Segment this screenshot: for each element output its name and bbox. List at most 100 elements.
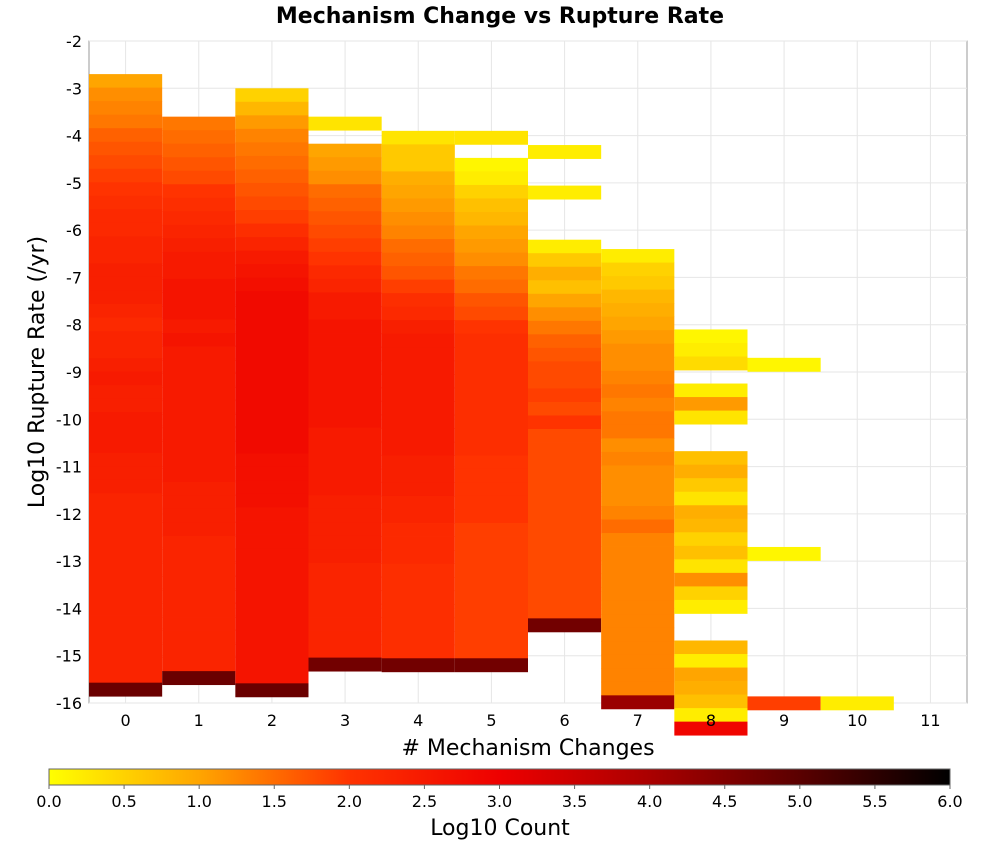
heatmap-cell — [528, 577, 602, 592]
heatmap-cell — [162, 508, 236, 523]
heatmap-cell — [381, 536, 455, 551]
heatmap-cell — [89, 506, 163, 521]
heatmap-cell — [89, 182, 163, 197]
heatmap-cell — [674, 356, 748, 371]
heatmap-cell — [454, 184, 528, 199]
heatmap-cell — [528, 469, 602, 484]
heatmap-cell — [89, 466, 163, 481]
heatmap-cell — [308, 224, 382, 239]
heatmap-cell — [381, 333, 455, 348]
heatmap-cell — [601, 249, 675, 263]
heatmap-cell — [89, 304, 163, 318]
heatmap-cell — [89, 560, 163, 575]
heatmap-cell — [747, 357, 821, 372]
heatmap-cell — [162, 224, 236, 239]
heatmap-cell — [674, 694, 748, 709]
colorbar-tick-label: 6.0 — [937, 792, 962, 811]
heatmap-cell — [674, 559, 748, 574]
heatmap-cell — [235, 439, 309, 454]
heatmap-cell — [528, 145, 602, 159]
heatmap-cell — [89, 128, 163, 143]
heatmap-cell — [162, 630, 236, 645]
heatmap-cell — [454, 239, 528, 253]
heatmap-cell — [674, 532, 748, 547]
heatmap-cell — [454, 428, 528, 443]
heatmap-cell — [162, 238, 236, 253]
heatmap-cell — [89, 344, 163, 359]
heatmap-cell — [162, 184, 236, 199]
heatmap-cell — [381, 320, 455, 335]
heatmap-cell — [454, 279, 528, 294]
heatmap-cell — [162, 468, 236, 483]
heatmap-cell — [308, 265, 382, 280]
heatmap-cell — [89, 655, 163, 670]
heatmap-cell — [674, 721, 748, 736]
heatmap-cell — [162, 360, 236, 375]
heatmap-cell — [381, 387, 455, 402]
heatmap-cell — [235, 277, 309, 292]
heatmap-cell — [89, 222, 163, 237]
x-tick-label: 10 — [847, 711, 867, 730]
heatmap-cell — [308, 373, 382, 388]
heatmap-cell — [601, 289, 675, 304]
heatmap-cell — [89, 331, 163, 345]
heatmap-cell — [235, 304, 309, 319]
heatmap-cell — [162, 671, 236, 686]
heatmap-cell — [381, 631, 455, 646]
heatmap-cell — [89, 425, 163, 440]
heatmap-cell — [674, 451, 748, 466]
heatmap-cell — [162, 400, 236, 415]
heatmap-cell — [162, 454, 236, 469]
heatmap-cell — [308, 116, 382, 131]
heatmap-cell — [162, 549, 236, 564]
heatmap-cell — [235, 169, 309, 184]
x-tick-labels: 0 1 2 3 4 5 6 7 8 9 10 11 — [120, 711, 940, 730]
heatmap-cell — [235, 412, 309, 427]
heatmap-cell — [162, 319, 236, 334]
heatmap-cell — [601, 506, 675, 520]
heatmap-cell — [454, 401, 528, 416]
heatmap-cell — [235, 399, 309, 414]
heatmap-cell — [528, 483, 602, 498]
heatmap-cell — [528, 374, 602, 389]
heatmap-cell — [162, 116, 236, 131]
heatmap-cell — [454, 198, 528, 213]
heatmap-cell — [235, 575, 309, 590]
heatmap-cell — [381, 428, 455, 443]
heatmap-cell — [308, 576, 382, 591]
heatmap-cell — [454, 482, 528, 497]
heatmap-cell — [454, 130, 528, 145]
heatmap-cell — [235, 182, 309, 197]
heatmap-cell — [601, 560, 675, 575]
heatmap-cell — [454, 171, 528, 186]
x-tick-label: 7 — [633, 711, 643, 730]
heatmap-cell — [235, 629, 309, 644]
heatmap-cell — [454, 306, 528, 321]
heatmap-cell — [454, 495, 528, 510]
heatmap-cell — [674, 681, 748, 695]
heatmap-cell — [381, 414, 455, 429]
colorbar-tick-label: 2.5 — [412, 792, 437, 811]
heatmap-cell — [235, 588, 309, 603]
heatmap-cell — [162, 589, 236, 604]
heatmap-cell — [308, 319, 382, 334]
heatmap-cell — [162, 522, 236, 537]
heatmap-cell — [162, 387, 236, 402]
colorbar-tick-label: 4.5 — [712, 792, 737, 811]
heatmap-cell — [381, 401, 455, 416]
y-tick-label: -4 — [66, 127, 82, 146]
heatmap-cell — [454, 225, 528, 240]
heatmap-cell — [601, 438, 675, 453]
heatmap-cell — [89, 358, 163, 373]
heatmap-cell — [528, 415, 602, 430]
heatmap-cell — [308, 549, 382, 564]
heatmap-cell — [89, 209, 163, 224]
heatmap-cell — [528, 618, 602, 633]
x-tick-label: 4 — [413, 711, 423, 730]
heatmap-cell — [89, 398, 163, 413]
heatmap-cell — [381, 550, 455, 565]
heatmap-cell — [308, 630, 382, 645]
heatmap-cell — [454, 211, 528, 226]
heatmap-cell — [674, 654, 748, 668]
heatmap-cell — [308, 522, 382, 537]
